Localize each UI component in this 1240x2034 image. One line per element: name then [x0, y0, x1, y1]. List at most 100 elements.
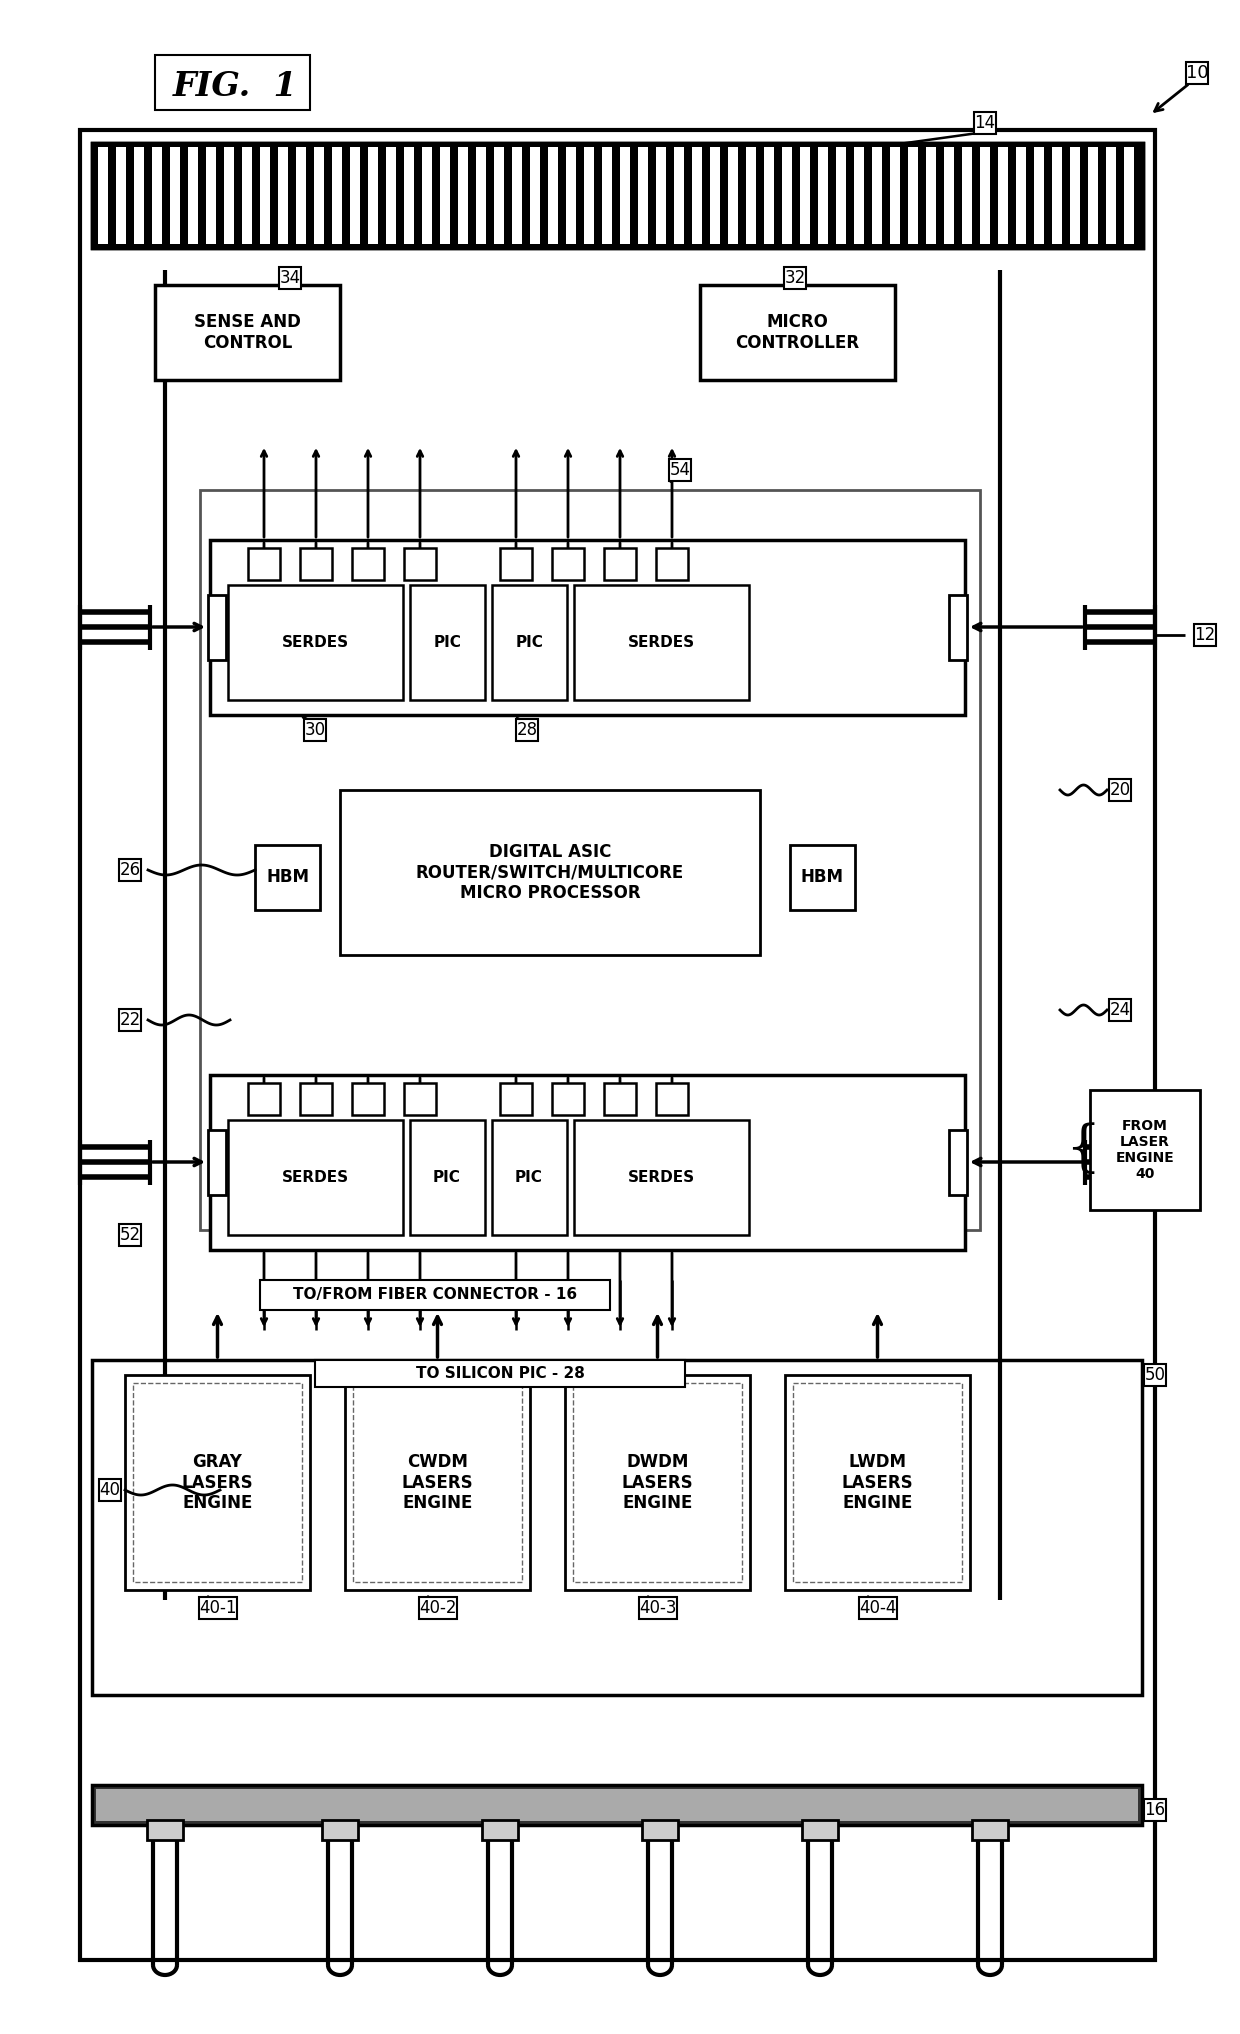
Bar [98, 146, 108, 244]
Bar [675, 146, 684, 244]
Bar [944, 146, 954, 244]
Bar [260, 146, 270, 244]
Bar [1145, 1365, 1166, 1385]
Text: LWDM
LASERS
ENGINE: LWDM LASERS ENGINE [842, 1452, 914, 1513]
Bar [404, 1082, 436, 1115]
Bar [656, 1082, 688, 1115]
Text: 26: 26 [119, 860, 140, 879]
Bar [95, 1790, 1138, 1820]
Bar [1090, 1090, 1200, 1210]
Text: 40-1: 40-1 [198, 1599, 237, 1617]
Text: 40-4: 40-4 [859, 1599, 897, 1617]
Bar [1070, 146, 1080, 244]
Bar [482, 1820, 518, 1841]
Bar [304, 718, 326, 740]
Bar [601, 146, 613, 244]
Bar [656, 547, 688, 580]
Bar [500, 547, 532, 580]
Bar [998, 146, 1008, 244]
Text: 40-2: 40-2 [419, 1599, 456, 1617]
Bar [516, 718, 538, 740]
Bar [711, 146, 720, 244]
Bar [604, 1082, 636, 1115]
Bar [404, 146, 414, 244]
Bar [836, 146, 846, 244]
Text: FROM
LASER
ENGINE
40: FROM LASER ENGINE 40 [1116, 1119, 1174, 1182]
Bar [784, 266, 806, 289]
Bar [410, 1121, 485, 1235]
Bar [584, 146, 594, 244]
Bar [206, 146, 216, 244]
Bar [800, 146, 810, 244]
Text: 10: 10 [1185, 63, 1208, 81]
Bar [1185, 61, 1208, 83]
Bar [1034, 146, 1044, 244]
Bar [422, 146, 432, 244]
Bar [1109, 779, 1131, 801]
Bar [296, 146, 306, 244]
Bar [782, 146, 792, 244]
Text: 12: 12 [1194, 626, 1215, 645]
Bar [962, 146, 972, 244]
Bar [148, 1820, 184, 1841]
Bar [208, 596, 226, 659]
Bar [818, 146, 828, 244]
Bar [492, 1121, 567, 1235]
Text: GRAY
LASERS
ENGINE: GRAY LASERS ENGINE [182, 1452, 253, 1513]
Bar [573, 1383, 742, 1582]
Text: SERDES: SERDES [627, 635, 696, 651]
Bar [620, 146, 630, 244]
Text: {: { [1065, 1123, 1101, 1178]
Text: SENSE AND
CONTROL: SENSE AND CONTROL [195, 313, 301, 352]
Bar [973, 112, 996, 134]
Bar [248, 1082, 280, 1115]
Bar [279, 266, 301, 289]
Bar [198, 1597, 237, 1619]
Text: 20: 20 [1110, 781, 1131, 799]
Text: TO/FROM FIBER CONNECTOR - 16: TO/FROM FIBER CONNECTOR - 16 [293, 1288, 577, 1302]
Text: PIC: PIC [433, 1170, 461, 1184]
Bar [200, 490, 980, 1231]
Bar [119, 1224, 141, 1247]
Bar [642, 1820, 678, 1841]
Bar [260, 1279, 610, 1310]
Bar [476, 146, 486, 244]
Text: 22: 22 [119, 1011, 140, 1029]
Bar [854, 146, 864, 244]
Bar [119, 858, 141, 881]
Text: MICRO
CONTROLLER: MICRO CONTROLLER [735, 313, 859, 352]
Bar [500, 1082, 532, 1115]
Text: HBM: HBM [801, 869, 844, 887]
Bar [81, 130, 1154, 1961]
Text: CWDM
LASERS
ENGINE: CWDM LASERS ENGINE [402, 1452, 474, 1513]
Bar [604, 547, 636, 580]
Text: TO SILICON PIC - 28: TO SILICON PIC - 28 [415, 1365, 584, 1381]
Text: 16: 16 [1145, 1800, 1166, 1818]
Bar [908, 146, 918, 244]
Text: SERDES: SERDES [281, 1170, 350, 1184]
Bar [332, 146, 342, 244]
Bar [926, 146, 936, 244]
Bar [574, 586, 749, 700]
Bar [155, 55, 310, 110]
Bar [574, 1121, 749, 1235]
Bar [701, 285, 895, 380]
Text: PIC: PIC [516, 635, 543, 651]
Bar [972, 1820, 1008, 1841]
Bar [119, 1009, 141, 1031]
Bar [134, 146, 144, 244]
Text: DWDM
LASERS
ENGINE: DWDM LASERS ENGINE [621, 1452, 693, 1513]
Bar [248, 547, 280, 580]
Bar [794, 1383, 962, 1582]
Bar [322, 1820, 358, 1841]
Bar [208, 1131, 226, 1196]
Bar [117, 146, 126, 244]
Text: PIC: PIC [515, 1170, 543, 1184]
Bar [890, 146, 900, 244]
Bar [1145, 1798, 1166, 1820]
Bar [92, 1361, 1142, 1694]
Bar [242, 146, 252, 244]
Bar [386, 146, 396, 244]
Bar [188, 146, 198, 244]
Bar [315, 1361, 684, 1387]
